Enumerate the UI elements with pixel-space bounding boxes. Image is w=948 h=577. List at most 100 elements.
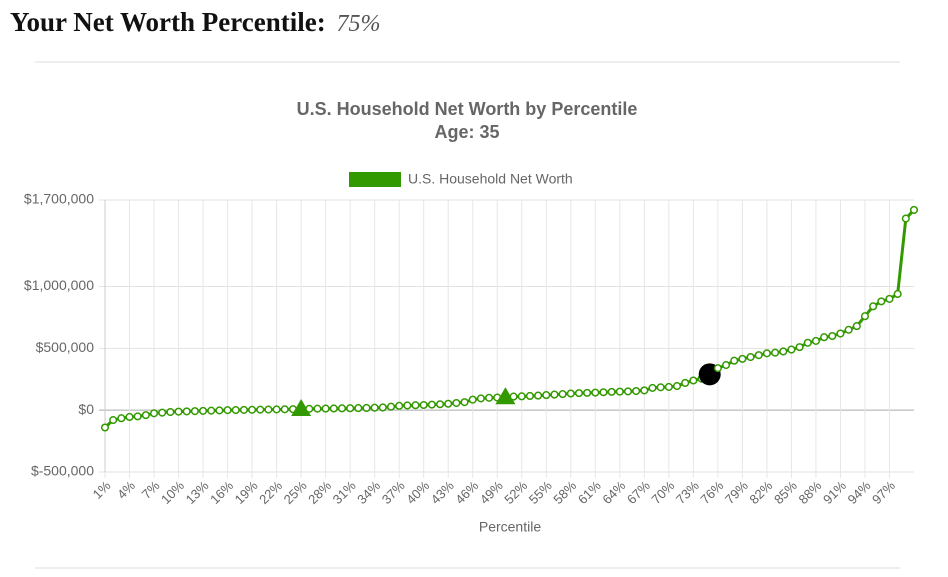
- x-tick-label: 97%: [869, 478, 898, 507]
- point: [141, 411, 150, 420]
- x-tick-label: 25%: [281, 478, 310, 507]
- point: [207, 406, 216, 415]
- x-tick-label: 40%: [403, 478, 432, 507]
- point: [599, 388, 608, 397]
- x-tick-label: 73%: [673, 478, 702, 507]
- point: [534, 391, 543, 400]
- x-tick-label: 1%: [90, 478, 114, 502]
- x-axis-label: Percentile: [479, 519, 541, 535]
- point: [231, 406, 240, 415]
- x-tick-label: 55%: [526, 478, 555, 507]
- point: [149, 409, 159, 418]
- point: [248, 405, 257, 414]
- point: [223, 406, 232, 415]
- heading: Your Net Worth Percentile: 75%: [10, 7, 380, 37]
- point: [893, 289, 902, 299]
- point: [419, 400, 428, 410]
- point: [852, 322, 861, 331]
- x-tick-label: 49%: [477, 478, 506, 507]
- point: [754, 351, 763, 360]
- point: [435, 400, 445, 409]
- x-tick-label: 91%: [820, 478, 849, 507]
- point: [174, 407, 183, 416]
- point: [738, 354, 747, 363]
- point: [558, 390, 567, 399]
- x-tick-label: 37%: [379, 478, 408, 507]
- x-tick-label: 94%: [845, 478, 874, 507]
- point: [460, 398, 469, 407]
- point: [256, 405, 265, 414]
- point: [542, 391, 551, 400]
- legend-label: U.S. Household Net Worth: [408, 171, 573, 187]
- x-tick-label: 67%: [624, 478, 653, 507]
- point: [395, 401, 404, 410]
- y-tick-label: $500,000: [36, 339, 95, 355]
- point: [444, 399, 453, 408]
- heading-value: 75%: [336, 11, 380, 37]
- point: [885, 294, 894, 303]
- point: [362, 403, 371, 413]
- x-tick-label: 46%: [452, 478, 481, 507]
- point: [117, 414, 126, 423]
- point: [860, 312, 870, 321]
- point: [370, 403, 379, 412]
- point: [607, 387, 616, 396]
- x-tick-label: 34%: [354, 478, 383, 507]
- point: [574, 389, 584, 398]
- point: [321, 404, 330, 413]
- point: [476, 394, 485, 403]
- x-tick-label: 61%: [575, 478, 604, 507]
- point: [272, 405, 281, 414]
- x-tick-label: 43%: [428, 478, 457, 507]
- point: [811, 336, 820, 345]
- point: [787, 345, 796, 354]
- point: [795, 343, 804, 352]
- x-tick-label: 85%: [771, 478, 800, 507]
- point: [305, 404, 314, 413]
- point: [681, 378, 690, 388]
- point: [672, 382, 682, 391]
- point: [346, 404, 355, 413]
- point: [591, 388, 600, 397]
- point: [190, 407, 199, 416]
- y-tick-label: $0: [78, 401, 94, 417]
- x-tick-label: 76%: [697, 478, 726, 507]
- x-tick-label: 70%: [648, 478, 677, 507]
- point: [836, 329, 845, 338]
- point: [485, 393, 494, 402]
- point: [869, 302, 878, 311]
- point: [158, 408, 167, 417]
- point: [378, 403, 387, 412]
- legend-swatch: [349, 172, 401, 187]
- point: [509, 392, 518, 401]
- point: [901, 214, 910, 223]
- point: [452, 398, 461, 408]
- point: [525, 391, 534, 401]
- point: [713, 364, 722, 373]
- point: [820, 333, 829, 342]
- point: [386, 402, 396, 411]
- point: [844, 325, 853, 334]
- point: [909, 205, 919, 214]
- highlight-point: [495, 387, 516, 405]
- y-tick-label: $1,700,000: [24, 191, 94, 207]
- point: [828, 331, 837, 341]
- point: [583, 388, 592, 397]
- point: [648, 383, 657, 392]
- x-tick-label: 22%: [256, 478, 285, 507]
- x-tick-label: 16%: [207, 478, 236, 507]
- x-tick-label: 64%: [599, 478, 628, 507]
- point: [779, 347, 788, 356]
- chart-title: U.S. Household Net Worth by Percentile: [297, 99, 638, 119]
- x-tick-label: 19%: [232, 478, 261, 507]
- highlight-point: [291, 398, 312, 416]
- x-tick-label: 10%: [158, 478, 187, 507]
- point: [566, 389, 575, 398]
- point: [329, 404, 338, 413]
- chart-subtitle: Age: 35: [434, 122, 499, 142]
- point: [771, 348, 780, 357]
- point: [517, 392, 526, 401]
- point: [182, 407, 191, 416]
- point: [280, 405, 289, 414]
